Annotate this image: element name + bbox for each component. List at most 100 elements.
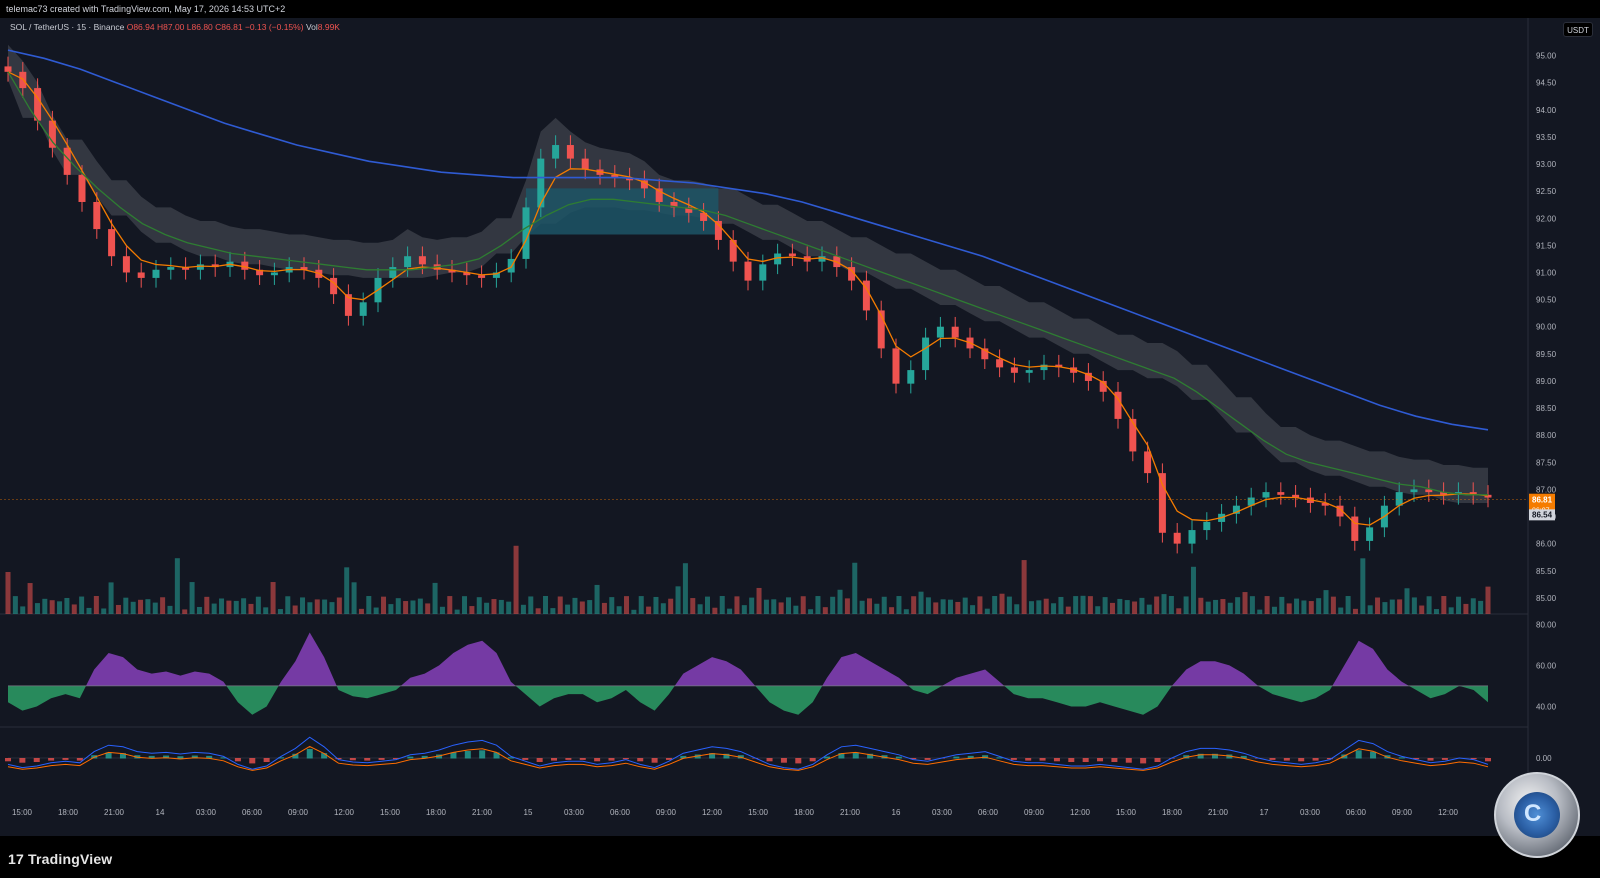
rsi-tick-label: 80.00 (1536, 620, 1557, 629)
macd-histogram-bar (1269, 758, 1275, 760)
volume-bar (521, 605, 526, 614)
macd-histogram-bar (1356, 750, 1362, 758)
candle-body[interactable] (360, 302, 367, 316)
symbol-legend: SOL / TetherUS · 15 · Binance O86.94 H87… (10, 20, 340, 34)
candle-body[interactable] (567, 145, 574, 159)
volume-bar (705, 597, 710, 614)
volume-bar (477, 597, 482, 614)
volume-bar (653, 597, 658, 614)
price-tick-label: 87.50 (1536, 458, 1557, 467)
candle-body[interactable] (745, 262, 752, 281)
volume-bar (676, 586, 681, 614)
candle-body[interactable] (759, 264, 766, 280)
volume-bar (6, 572, 11, 614)
tradingview-logo[interactable]: 17 TradingView (8, 851, 112, 867)
price-tick-label: 94.50 (1536, 79, 1557, 88)
candle-body[interactable] (108, 229, 115, 256)
volume-bar (1228, 603, 1233, 614)
volume-bar (565, 605, 570, 614)
volume-bar (1103, 597, 1108, 614)
macd-histogram-bar (1370, 752, 1376, 759)
price-tick-label: 94.00 (1536, 106, 1557, 115)
volume-bar (175, 558, 180, 614)
candle-body[interactable] (271, 272, 278, 275)
candle-body[interactable] (1189, 530, 1196, 544)
candle-body[interactable] (123, 256, 130, 272)
candle-body[interactable] (1411, 489, 1418, 492)
volume-bar (926, 597, 931, 614)
candle-body[interactable] (893, 348, 900, 383)
candle-body[interactable] (167, 267, 174, 270)
volume-bar (1110, 603, 1115, 614)
footer-bar (0, 836, 1600, 878)
secondary-price-label: 86.54 (1532, 510, 1553, 519)
volume-bar (1117, 599, 1122, 614)
volume-bar (1154, 596, 1159, 614)
volume-bar (543, 596, 548, 614)
volume-bar (830, 597, 835, 614)
volume-bar (1331, 597, 1336, 614)
chart-area[interactable]: 80.00 60.00 40.00 0.00 95.00 94.50 94.00 93.5… (0, 18, 1600, 836)
high-value: H87.00 (157, 22, 184, 32)
volume-bar (35, 603, 40, 614)
volume-bar (1073, 596, 1078, 614)
currency-button[interactable]: USDT (1563, 22, 1593, 37)
candle-body[interactable] (582, 159, 589, 170)
candle-body[interactable] (1026, 370, 1033, 373)
candle-body[interactable] (1174, 533, 1181, 544)
candle-body[interactable] (937, 327, 944, 338)
candle-body[interactable] (1011, 367, 1018, 372)
volume-bar (440, 607, 445, 614)
candle-body[interactable] (5, 66, 12, 71)
volume-bar (1132, 602, 1137, 614)
price-tick-label: 89.00 (1536, 377, 1557, 386)
candle-body[interactable] (1159, 473, 1166, 533)
candle-body[interactable] (1144, 451, 1151, 473)
volume-bar (86, 608, 91, 614)
volume-bar (285, 596, 290, 614)
volume-bar (116, 605, 121, 614)
candle-body[interactable] (419, 256, 426, 264)
candle-body[interactable] (1129, 419, 1136, 452)
candle-body[interactable] (79, 175, 86, 202)
volume-bar (536, 608, 541, 614)
time-tick-label: 12:00 (1070, 808, 1091, 817)
candle-body[interactable] (508, 259, 515, 273)
volume-bar (815, 596, 820, 614)
candle-body[interactable] (907, 370, 914, 384)
volume-bar (1486, 587, 1491, 614)
time-tick-label: 03:00 (564, 808, 585, 817)
volume-bar (57, 601, 62, 614)
volume-bar (1419, 606, 1424, 614)
candle-body[interactable] (952, 327, 959, 338)
time-tick-label: 15:00 (1116, 808, 1137, 817)
candle-body[interactable] (789, 254, 796, 257)
candle-body[interactable] (1277, 492, 1284, 495)
candle-body[interactable] (389, 267, 396, 278)
candle-body[interactable] (93, 202, 100, 229)
candle-body[interactable] (730, 240, 737, 262)
volume-bar (1471, 598, 1476, 614)
candle-body[interactable] (138, 272, 145, 277)
candle-body[interactable] (996, 359, 1003, 367)
volume-bar (911, 596, 916, 614)
price-tick-label: 91.00 (1536, 268, 1557, 277)
candle-body[interactable] (922, 338, 929, 371)
time-tick-label: 18:00 (426, 808, 447, 817)
candle-body[interactable] (478, 275, 485, 278)
candle-body[interactable] (197, 264, 204, 269)
volume-bar (329, 602, 334, 614)
candle-body[interactable] (552, 145, 559, 159)
macd-histogram-bar (925, 758, 931, 760)
time-tick-label: 12:00 (334, 808, 355, 817)
candle-body[interactable] (404, 256, 411, 267)
candle-body[interactable] (1366, 527, 1373, 541)
volume-bar (131, 602, 136, 614)
candle-body[interactable] (241, 262, 248, 270)
volume-bar (808, 609, 813, 614)
volume-bar (779, 602, 784, 614)
candle-body[interactable] (1203, 522, 1210, 530)
candle-body[interactable] (1263, 492, 1270, 497)
volume-bar (278, 609, 283, 614)
candle-body[interactable] (153, 270, 160, 278)
